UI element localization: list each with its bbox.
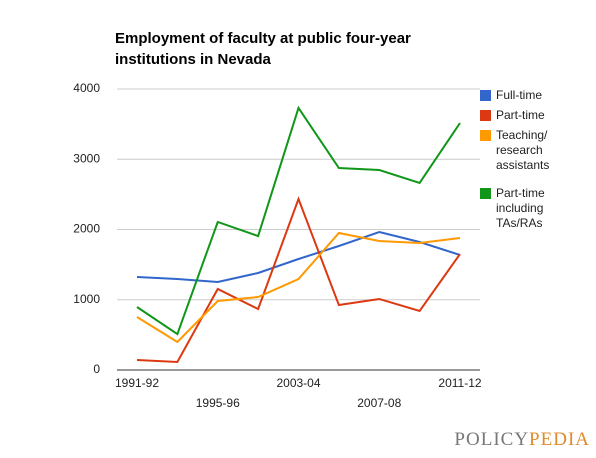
chart-title: Employment of faculty at public four-yea… [115, 30, 411, 68]
legend-item: Full-time [480, 88, 586, 103]
series-line [136, 105, 461, 336]
x-tick-label: 2003-04 [276, 376, 320, 390]
branding: POLICYPEDIA [454, 429, 590, 450]
x-tick-label: 2011-12 [438, 376, 481, 390]
legend-item: Part-time [480, 108, 586, 123]
x-tick-label: 1991-92 [115, 376, 159, 390]
y-tick-label: 4000 [73, 81, 100, 95]
series-line [136, 196, 461, 364]
legend-item: Part-time including TAs/RAs [480, 186, 586, 231]
legend-item: Teaching/ research assistants [480, 128, 586, 173]
legend-label: Full-time [496, 88, 543, 102]
y-tick-label: 1000 [73, 292, 100, 306]
y-tick-label: 3000 [73, 151, 100, 165]
y-tick-label: 2000 [73, 222, 100, 236]
legend-swatch [480, 130, 491, 141]
x-tick-label: 1995-96 [196, 396, 240, 410]
legend-swatch [480, 90, 491, 101]
legend-label: Part-time including TAs/RAs [496, 186, 545, 230]
legend-label: Part-time [496, 108, 545, 122]
series-line [136, 231, 461, 344]
legend-swatch [480, 110, 491, 121]
legend-swatch [480, 188, 491, 199]
x-tick-label: 2007-08 [357, 396, 401, 410]
branding-part: PEDIA [529, 429, 590, 450]
legend-label: Teaching/ research assistants [496, 128, 550, 172]
branding-part: POLICY [454, 429, 529, 450]
series-line [136, 230, 461, 283]
y-tick-label: 0 [93, 362, 100, 376]
